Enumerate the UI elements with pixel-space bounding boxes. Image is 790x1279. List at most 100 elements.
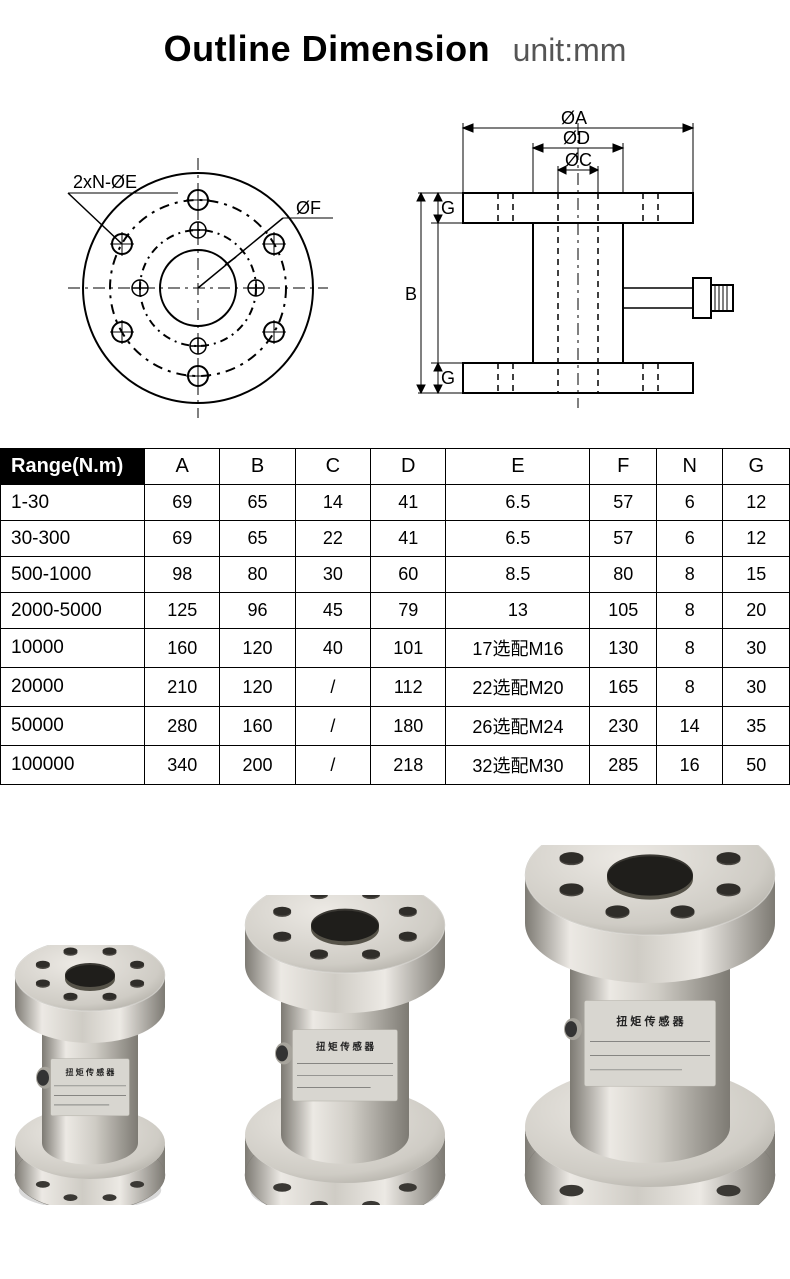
col-range-header: Range(N.m) [1, 449, 145, 485]
value-cell: 340 [145, 746, 220, 785]
value-cell: 50 [723, 746, 790, 785]
table-row: 500-1000988030608.580815 [1, 557, 790, 593]
value-cell: 30 [295, 557, 370, 593]
range-cell: 50000 [1, 707, 145, 746]
value-cell: 105 [590, 593, 656, 629]
value-cell: 35 [723, 707, 790, 746]
value-cell: 57 [590, 485, 656, 521]
col-header: G [723, 449, 790, 485]
col-header: C [295, 449, 370, 485]
value-cell: 40 [295, 629, 370, 668]
value-cell: 165 [590, 668, 656, 707]
value-cell: 6.5 [446, 521, 590, 557]
table-row: 100000340200/21832选配M302851650 [1, 746, 790, 785]
label-2xn-oe: 2xN-ØE [73, 172, 137, 192]
label-g-bot: G [441, 368, 455, 388]
value-cell: 80 [220, 557, 295, 593]
col-header: N [656, 449, 722, 485]
col-header: F [590, 449, 656, 485]
value-cell: 22 [295, 521, 370, 557]
value-cell: 69 [145, 521, 220, 557]
value-cell: 101 [371, 629, 446, 668]
value-cell: 15 [723, 557, 790, 593]
value-cell: 160 [145, 629, 220, 668]
value-cell: 20 [723, 593, 790, 629]
value-cell: 120 [220, 668, 295, 707]
value-cell: 285 [590, 746, 656, 785]
value-cell: 45 [295, 593, 370, 629]
page-header: Outline Dimension unit:mm [0, 0, 790, 88]
label-b: B [405, 284, 417, 304]
col-header: A [145, 449, 220, 485]
value-cell: 80 [590, 557, 656, 593]
value-cell: 160 [220, 707, 295, 746]
value-cell: 30 [723, 629, 790, 668]
value-cell: 130 [590, 629, 656, 668]
value-cell: 14 [656, 707, 722, 746]
value-cell: 60 [371, 557, 446, 593]
value-cell: 69 [145, 485, 220, 521]
sensor-photo: 扭 矩 传 感 器 [220, 895, 470, 1205]
value-cell: 12 [723, 485, 790, 521]
product-photos: 扭 矩 传 感 器 [0, 785, 790, 1245]
diagram-row: 2xN-ØE ØF [0, 88, 790, 448]
value-cell: 41 [371, 485, 446, 521]
label-oc: ØC [565, 150, 592, 170]
table-row: 1-30696514416.557612 [1, 485, 790, 521]
dimension-table: Range(N.m)ABCDEFNG1-30696514416.55761230… [0, 448, 790, 785]
value-cell: / [295, 746, 370, 785]
value-cell: 8.5 [446, 557, 590, 593]
value-cell: 17选配M16 [446, 629, 590, 668]
value-cell: 280 [145, 707, 220, 746]
range-cell: 1-30 [1, 485, 145, 521]
value-cell: 41 [371, 521, 446, 557]
range-cell: 100000 [1, 746, 145, 785]
value-cell: 32选配M30 [446, 746, 590, 785]
value-cell: 14 [295, 485, 370, 521]
value-cell: / [295, 707, 370, 746]
diagram-top-view: 2xN-ØE ØF [28, 98, 368, 418]
value-cell: 79 [371, 593, 446, 629]
value-cell: 22选配M20 [446, 668, 590, 707]
label-g-top: G [441, 198, 455, 218]
table-row: 20000210120/11222选配M20165830 [1, 668, 790, 707]
value-cell: 125 [145, 593, 220, 629]
value-cell: 180 [371, 707, 446, 746]
value-cell: 98 [145, 557, 220, 593]
value-cell: / [295, 668, 370, 707]
sensor-photo: 扭 矩 传 感 器 [500, 845, 790, 1205]
svg-text:扭 矩 传 感 器: 扭 矩 传 感 器 [316, 1041, 375, 1053]
value-cell: 230 [590, 707, 656, 746]
sensor-photo: 扭 矩 传 感 器 [0, 945, 190, 1205]
label-of: ØF [296, 198, 321, 218]
value-cell: 200 [220, 746, 295, 785]
value-cell: 6 [656, 521, 722, 557]
value-cell: 112 [371, 668, 446, 707]
value-cell: 65 [220, 521, 295, 557]
label-oa: ØA [561, 108, 587, 128]
svg-text:扭 矩 传 感 器: 扭 矩 传 感 器 [66, 1067, 116, 1077]
page-title: Outline Dimension [164, 28, 491, 70]
col-header: B [220, 449, 295, 485]
value-cell: 57 [590, 521, 656, 557]
svg-text:扭 矩 传 感 器: 扭 矩 传 感 器 [616, 1014, 684, 1028]
value-cell: 12 [723, 521, 790, 557]
table-row: 30-300696522416.557612 [1, 521, 790, 557]
value-cell: 8 [656, 557, 722, 593]
range-cell: 20000 [1, 668, 145, 707]
range-cell: 500-1000 [1, 557, 145, 593]
label-od: ØD [563, 128, 590, 148]
value-cell: 8 [656, 629, 722, 668]
unit-label: unit:mm [513, 32, 627, 69]
value-cell: 96 [220, 593, 295, 629]
value-cell: 120 [220, 629, 295, 668]
table-row: 50000280160/18026选配M242301435 [1, 707, 790, 746]
value-cell: 6 [656, 485, 722, 521]
value-cell: 210 [145, 668, 220, 707]
value-cell: 8 [656, 593, 722, 629]
range-cell: 2000-5000 [1, 593, 145, 629]
value-cell: 30 [723, 668, 790, 707]
col-header: E [446, 449, 590, 485]
table-row: 2000-500012596457913105820 [1, 593, 790, 629]
value-cell: 65 [220, 485, 295, 521]
